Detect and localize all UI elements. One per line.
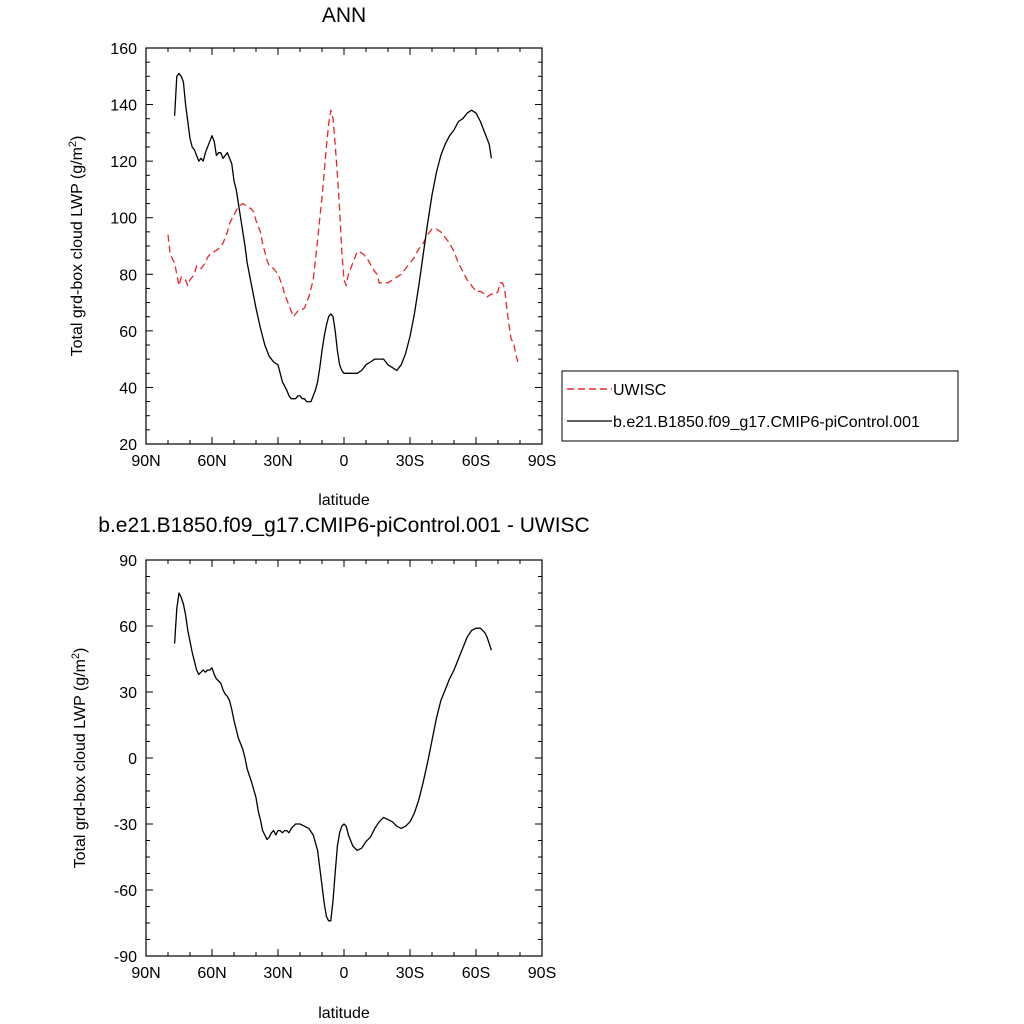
x-tick-label: 60N [197,965,226,982]
top-y-axis-label: Total grd-box cloud LWP (g/m2) [67,136,86,357]
bottom-chart-title: b.e21.B1850.f09_g17.CMIP6-piControl.001 … [98,514,589,537]
y-tick-label: -90 [114,949,137,966]
legend: UWISC b.e21.B1850.f09_g17.CMIP6-piContro… [561,370,959,442]
x-tick-label: 90S [528,965,556,982]
x-tick-label: 30N [263,965,292,982]
x-tick-label: 0 [340,453,349,470]
top-chart-title: ANN [322,4,366,27]
x-tick-label: 30N [263,453,292,470]
bottom-y-axis-label: Total grd-box cloud LWP (g/m2) [70,648,89,869]
top-series-group [167,72,519,403]
x-tick-label: 30S [396,453,424,470]
y-tick-label: 140 [110,98,137,115]
top-x-axis: 90N 60N 30N 0 30S 60S 90S [131,48,556,470]
top-x-axis-label: latitude [318,492,370,509]
legend-label-uwisc: UWISC [613,382,666,399]
y-tick-label: 40 [119,380,137,397]
bottom-x-axis: 90N 60N 30N 0 30S 60S 90S [131,560,556,982]
x-tick-label: 60S [462,965,490,982]
x-tick-label: 60N [197,453,226,470]
bottom-y-axis: -90 -60 -30 0 30 60 90 [114,553,542,966]
y-tick-label: 120 [110,154,137,171]
x-tick-label: 60S [462,453,490,470]
y-tick-label: 60 [119,619,137,636]
y-tick-label: 30 [119,685,137,702]
y-tick-label: 20 [119,437,137,454]
x-tick-label: 90N [131,965,160,982]
y-tick-label: 90 [119,553,137,570]
top-chart-panel: ANN 90N 60N 30N 0 30S 60S 90S 20 40 60 80 100 120 14… [67,4,556,509]
bottom-plot-frame [145,559,543,957]
y-tick-label: -60 [114,883,137,900]
x-tick-label: 90S [528,453,556,470]
y-tick-label: -30 [114,817,137,834]
bottom-x-axis-label: latitude [318,1005,370,1022]
model-series-line [173,72,493,403]
x-tick-label: 0 [340,965,349,982]
y-tick-label: 100 [110,211,137,228]
legend-label-model: b.e21.B1850.f09_g17.CMIP6-piControl.001 [613,414,920,431]
legend-box [561,370,959,442]
x-tick-label: 90N [131,453,160,470]
y-tick-label: 0 [128,751,137,768]
difference-series-line [173,592,493,922]
y-tick-label: 60 [119,324,137,341]
bottom-chart-panel: b.e21.B1850.f09_g17.CMIP6-piControl.001 … [70,514,590,1022]
y-tick-label: 80 [119,267,137,284]
y-tick-label: 160 [110,41,137,58]
top-y-axis: 20 40 60 80 100 120 140 160 [110,41,542,454]
bottom-series-group [173,592,493,922]
top-plot-frame [145,47,543,445]
uwisc-series-line [167,109,519,363]
x-tick-label: 30S [396,965,424,982]
